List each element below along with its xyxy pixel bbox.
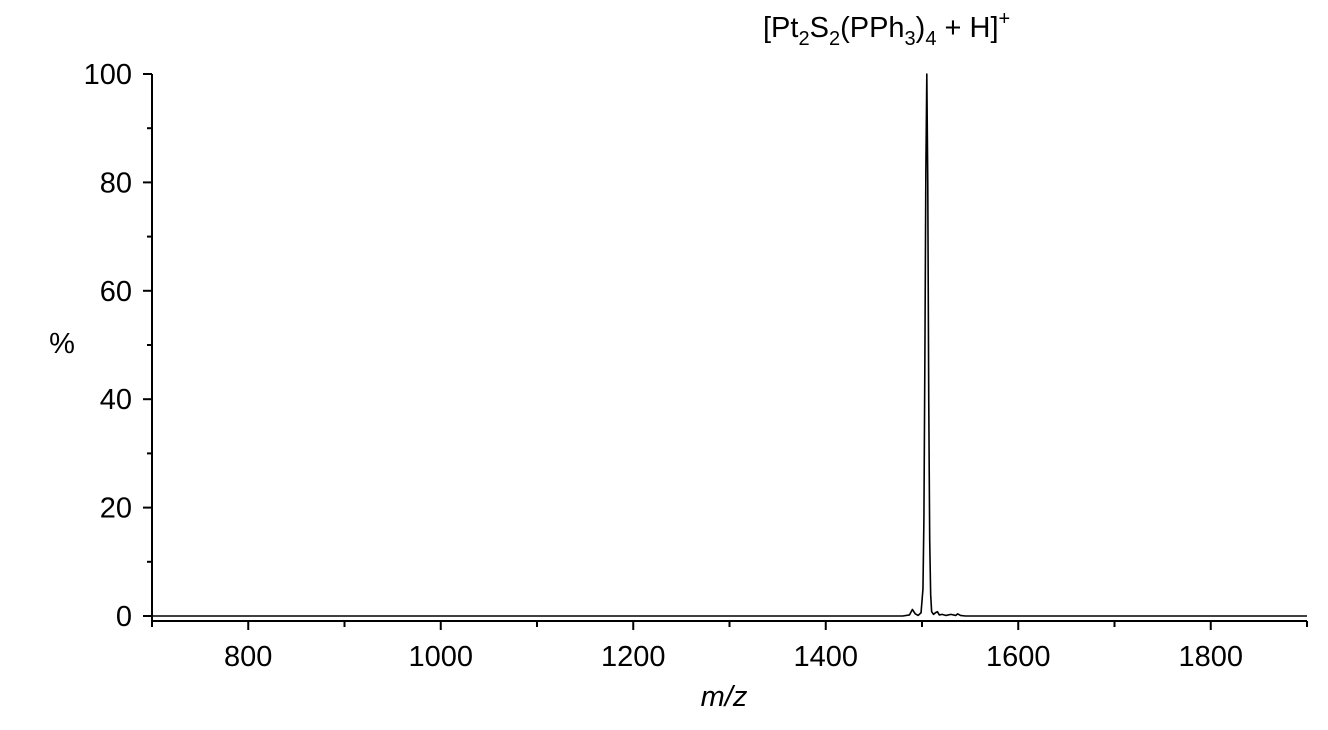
annotation-part-9: + <box>999 8 1011 30</box>
y-axis-ticks: 0 20 40 60 80 100 <box>84 59 152 633</box>
annotation-part-0: [Pt <box>763 12 798 44</box>
series-layer <box>152 73 1307 617</box>
x-axis-ticks: 800 1000 1200 1400 1600 1800 <box>224 621 1243 673</box>
y-tick-label-100: 100 <box>84 59 132 91</box>
annotation-part-6: ) <box>916 12 926 44</box>
peak-annotation: [Pt2S2(PPh3)4 + H]+ <box>763 8 1010 50</box>
y-tick-label-80: 80 <box>100 167 132 199</box>
x-tick-label-1000: 1000 <box>408 641 473 673</box>
y-tick-label-20: 20 <box>100 493 132 525</box>
annotation-part-5: 3 <box>905 28 916 50</box>
annotation-part-1: 2 <box>798 28 809 50</box>
spectrum-line-0 <box>152 73 1307 617</box>
y-tick-label-0: 0 <box>116 601 132 633</box>
annotation-part-3: 2 <box>829 28 840 50</box>
x-tick-label-1200: 1200 <box>601 641 666 673</box>
x-axis-title: m/z <box>701 681 748 713</box>
x-tick-label-1800: 1800 <box>1178 641 1243 673</box>
y-tick-label-40: 40 <box>100 384 132 416</box>
annotation-part-7: 4 <box>925 28 936 50</box>
x-tick-label-1600: 1600 <box>986 641 1051 673</box>
x-tick-label-800: 800 <box>224 641 272 673</box>
x-tick-label-1400: 1400 <box>793 641 858 673</box>
y-tick-label-60: 60 <box>100 276 132 308</box>
y-axis-title: % <box>49 328 75 360</box>
annotation-part-4: (PPh <box>840 12 904 44</box>
annotation-part-2: S <box>810 12 829 44</box>
annotation-part-8: + H] <box>936 12 998 44</box>
